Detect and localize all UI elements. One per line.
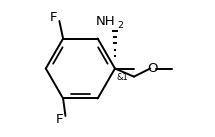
Text: F: F <box>56 113 63 126</box>
Text: F: F <box>49 11 57 24</box>
Text: O: O <box>148 62 158 75</box>
Text: NH: NH <box>95 15 115 28</box>
Text: 2: 2 <box>117 21 123 30</box>
Text: &1: &1 <box>117 73 128 82</box>
